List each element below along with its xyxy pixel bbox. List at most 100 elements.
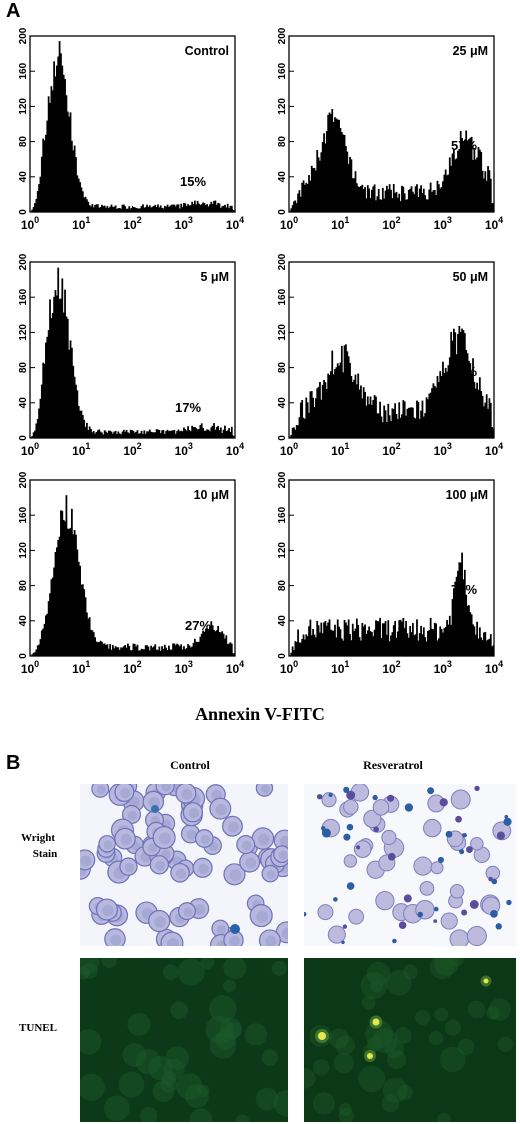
histogram-bar (204, 628, 207, 656)
histogram-bar (353, 178, 355, 212)
histogram-bar (457, 570, 459, 656)
histogram-bar (170, 430, 173, 438)
histogram-bar (373, 184, 376, 212)
histogram-bar (302, 634, 305, 656)
cell-nucleus (120, 787, 131, 799)
histogram-bar (391, 198, 394, 212)
histogram-bar (90, 629, 92, 656)
histogram-bar (324, 620, 327, 656)
histogram-bar (95, 204, 98, 212)
histogram-bar (454, 159, 457, 212)
histogram-bar (305, 182, 308, 212)
histogram-bar (429, 617, 432, 656)
histogram-bar (66, 318, 69, 438)
histogram-bar (177, 644, 180, 656)
histogram-bar (418, 633, 421, 656)
histogram-bar (114, 430, 117, 438)
histogram-bar (391, 408, 394, 438)
background-cell (209, 1032, 237, 1059)
cell-nucleus (215, 803, 228, 816)
x-tick-label: 103 (434, 215, 452, 232)
x-tick-label: 102 (382, 215, 400, 232)
apoptotic-fragment (404, 803, 414, 812)
histogram-bar (398, 620, 401, 656)
histogram-bar (187, 204, 189, 212)
histogram-bar (469, 612, 472, 656)
histogram-bar (60, 53, 62, 212)
histogram-bar (480, 151, 483, 212)
histogram-bar (407, 189, 410, 212)
histogram-bar (371, 404, 373, 438)
histogram-bar (230, 643, 233, 656)
histogram-bar (36, 645, 39, 656)
histogram-bar (168, 645, 170, 656)
histogram-bar (142, 204, 144, 212)
histogram-bar (118, 433, 121, 438)
histogram-bar (324, 143, 327, 212)
histogram-bar (376, 196, 379, 212)
histogram-bar (73, 145, 76, 212)
histogram-bar (35, 198, 38, 212)
histogram-bar (189, 647, 192, 656)
cell (449, 929, 470, 946)
histogram-bar (420, 410, 422, 438)
histogram-bar (295, 425, 298, 438)
histogram-bar (336, 119, 339, 212)
histogram-bar (211, 203, 214, 212)
histogram-bar (114, 646, 117, 656)
histogram-bar (327, 373, 330, 438)
histogram-bar (463, 139, 466, 212)
background-cell (177, 958, 205, 986)
histogram-bar (321, 384, 324, 438)
histogram-bar (191, 425, 194, 438)
histogram-bar (355, 384, 358, 438)
y-tick-label: 160 (277, 506, 288, 523)
histogram-bar (106, 432, 109, 438)
histogram-bar (458, 562, 461, 656)
histogram-bar (424, 195, 427, 212)
histogram-bar (410, 407, 413, 438)
percent-label: 72% (451, 364, 477, 379)
histogram-bar (401, 621, 403, 656)
histogram-bar (373, 395, 376, 438)
percent-label: 17% (175, 400, 201, 415)
histogram-bar (446, 620, 448, 656)
background-cell (338, 1107, 354, 1122)
histogram-bar (137, 650, 140, 656)
histogram-bar (457, 150, 459, 212)
histogram-bar (354, 628, 357, 656)
histogram-bar (365, 198, 368, 212)
cell (381, 829, 397, 846)
histogram-bar (391, 632, 394, 656)
histogram-bar (118, 649, 121, 656)
histogram-bar (342, 372, 345, 438)
histogram-bar (313, 407, 316, 438)
y-tick-label: 200 (277, 253, 288, 270)
histogram-bar (414, 634, 417, 656)
histogram-bar (450, 165, 453, 212)
histogram-bar (86, 422, 88, 438)
histogram-bar (166, 429, 169, 438)
histogram-bar (154, 432, 157, 438)
histogram-bar (465, 594, 468, 656)
histogram-bar (34, 652, 36, 656)
histogram-bar (293, 650, 295, 656)
x-tick-label: 101 (331, 659, 349, 676)
histogram-bar (229, 205, 232, 212)
histogram-bar (317, 625, 320, 656)
histogram-bar (403, 193, 406, 212)
histogram-bar (295, 642, 298, 656)
x-tick-label: 100 (21, 441, 39, 458)
histogram-bar (69, 340, 72, 438)
histogram-bar (328, 374, 331, 438)
histogram-bar (388, 415, 391, 438)
histogram-bar (444, 169, 447, 212)
apoptotic-fragment (490, 910, 498, 918)
histogram-bar (299, 402, 302, 438)
histogram-bar (32, 652, 35, 656)
x-axis-title: Annexin V-FITC (195, 704, 325, 724)
histogram-bar (192, 642, 195, 656)
histogram-bar (73, 376, 76, 438)
histogram-bar (222, 205, 225, 212)
x-tick-label: 104 (226, 215, 244, 232)
